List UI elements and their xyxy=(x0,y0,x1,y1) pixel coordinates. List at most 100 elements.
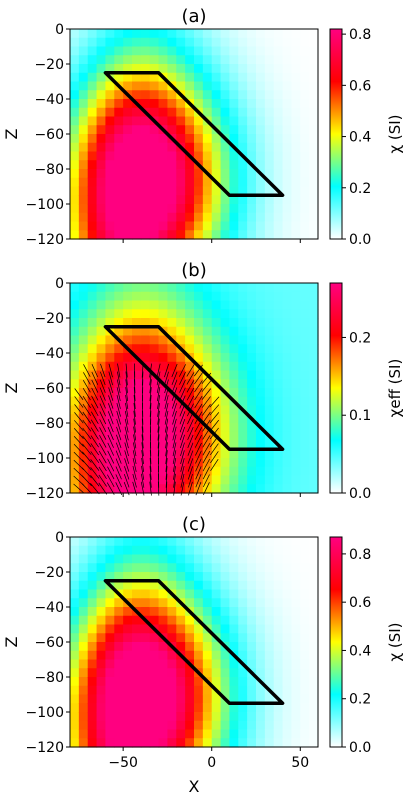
y-tick-label: −80 xyxy=(34,416,64,432)
heatmap-cell xyxy=(185,572,195,582)
heatmap-cell xyxy=(123,107,133,118)
heatmap-cell xyxy=(282,186,293,196)
heatmap-cell xyxy=(78,431,89,442)
vector-arrow xyxy=(98,450,107,464)
heatmap-cell xyxy=(114,554,124,564)
heatmap-cell xyxy=(291,677,301,687)
heatmap-cell xyxy=(194,64,204,74)
heatmap-cell xyxy=(202,46,213,56)
heatmap-cell xyxy=(167,195,177,205)
heatmap-cell xyxy=(211,29,222,39)
heatmap-cell xyxy=(309,344,319,354)
vector-arrow xyxy=(133,402,136,417)
heatmap-cell xyxy=(149,64,160,74)
heatmap-cell xyxy=(238,396,248,407)
heatmap-cell xyxy=(229,300,239,310)
heatmap-cell xyxy=(229,580,239,591)
heatmap-cell xyxy=(238,186,248,196)
heatmap-cell xyxy=(158,720,169,731)
heatmap-cell xyxy=(282,379,293,389)
vector-arrow xyxy=(124,410,129,425)
heatmap-cell xyxy=(167,221,177,231)
heatmap-cell xyxy=(300,361,310,372)
heatmap-cell xyxy=(220,370,231,380)
heatmap-cell xyxy=(211,423,222,433)
heatmap-cell xyxy=(78,484,89,494)
vector-arrow xyxy=(125,387,129,402)
heatmap-cell xyxy=(158,729,169,739)
heatmap-cell xyxy=(96,396,107,407)
heatmap-cell xyxy=(211,729,222,739)
heatmap-cell xyxy=(220,738,231,748)
heatmap-cell xyxy=(185,221,195,231)
heatmap-cell xyxy=(158,396,169,407)
heatmap-cell xyxy=(96,64,107,74)
heatmap-cell xyxy=(282,537,293,547)
heatmap-cell xyxy=(309,142,319,153)
vector-arrow xyxy=(98,482,108,495)
vector-arrow xyxy=(125,395,129,409)
heatmap-cell xyxy=(291,475,301,485)
heatmap-cell xyxy=(247,545,257,556)
heatmap-cell xyxy=(70,694,80,704)
heatmap-cell xyxy=(291,46,301,56)
heatmap-cell xyxy=(123,116,133,126)
heatmap-cell xyxy=(149,677,160,687)
vector-arrow xyxy=(91,395,99,409)
vector-arrow xyxy=(115,458,122,472)
vector-arrow xyxy=(187,419,194,433)
heatmap-cell xyxy=(167,64,177,74)
heatmap-cell xyxy=(149,720,160,731)
heatmap-cell xyxy=(70,475,80,485)
heatmap-cell xyxy=(70,177,80,188)
heatmap-cell xyxy=(194,169,204,179)
heatmap-cell xyxy=(238,344,248,354)
vector-arrow xyxy=(187,434,194,448)
heatmap-cell xyxy=(123,607,133,617)
heatmap-cell xyxy=(264,677,275,687)
heatmap-cell xyxy=(158,37,169,48)
vector-arrow xyxy=(186,364,195,377)
heatmap-cell xyxy=(78,729,89,739)
heatmap-cell xyxy=(264,615,275,626)
heatmap-cell xyxy=(300,283,310,293)
heatmap-cell xyxy=(291,195,301,205)
heatmap-cell xyxy=(132,738,142,748)
heatmap-cell xyxy=(291,116,301,126)
vector-arrow xyxy=(132,466,137,480)
heatmap-cell xyxy=(264,99,275,109)
heatmap-cell xyxy=(300,90,310,100)
heatmap-cell xyxy=(300,729,310,739)
heatmap-cell xyxy=(132,344,142,354)
heatmap-cell xyxy=(300,151,310,161)
heatmap-cell xyxy=(300,580,310,591)
heatmap-cell xyxy=(123,589,133,599)
heatmap-cell xyxy=(256,204,266,214)
vector-arrow xyxy=(188,473,193,488)
heatmap-cell xyxy=(140,283,151,293)
heatmap-cell xyxy=(70,125,80,135)
heatmap-cell xyxy=(96,309,107,319)
heatmap-cell xyxy=(264,440,275,450)
heatmap-cell xyxy=(282,72,293,83)
vector-arrow xyxy=(186,387,195,401)
heatmap-cell xyxy=(229,212,239,223)
heatmap-cell xyxy=(105,29,115,39)
heatmap-cell xyxy=(211,160,222,170)
heatmap-cell xyxy=(185,458,195,468)
heatmap-cell xyxy=(309,90,319,100)
heatmap-cell xyxy=(140,212,151,223)
heatmap-cell xyxy=(194,37,204,48)
heatmap-cell xyxy=(211,405,222,415)
heatmap-cell xyxy=(229,642,239,652)
colorbar-label: χeff (SI) xyxy=(386,359,404,418)
colorbar-tick-label: 0.2 xyxy=(349,692,371,708)
vector-arrow xyxy=(90,475,100,487)
heatmap-cell xyxy=(238,72,248,83)
heatmap-cell xyxy=(140,537,151,547)
heatmap-cell xyxy=(291,90,301,100)
heatmap-cell xyxy=(273,458,284,468)
heatmap-cell xyxy=(300,326,310,337)
heatmap-cell xyxy=(167,125,177,135)
heatmap-cell xyxy=(105,169,115,179)
